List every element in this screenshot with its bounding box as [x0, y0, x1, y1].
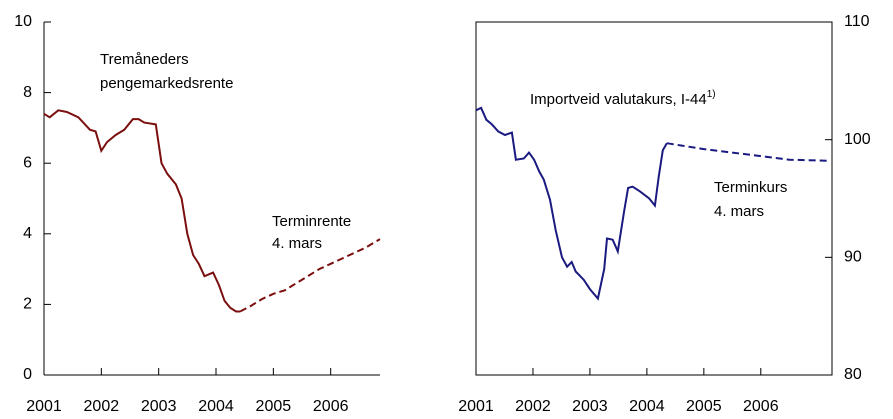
annotation-text: 4. mars: [714, 203, 764, 220]
y-tick-label: 80: [844, 366, 862, 383]
data-line: [43, 109, 241, 313]
data-line: [475, 106, 668, 301]
annotation-text: Terminrente: [272, 213, 351, 230]
y-tick-label: 100: [844, 131, 871, 148]
annotation: pengemarkedsrente: [100, 75, 233, 92]
x-tick-label: 2002: [515, 398, 551, 415]
y-tick-label: 110: [844, 13, 870, 30]
y-tick-label: 90: [844, 249, 862, 266]
y-tick-label: 0: [23, 366, 32, 383]
annotation: Terminrente: [272, 213, 351, 230]
x-tick-label: 2006: [743, 398, 779, 415]
y-tick-label: 2: [23, 296, 32, 313]
annotation-text: Tremåneders: [100, 51, 189, 68]
x-tick-label: 2005: [686, 398, 722, 415]
annotation: 4. mars: [272, 235, 322, 252]
annotation-text: pengemarkedsrente: [100, 75, 233, 92]
y-tick-label: 10: [14, 13, 32, 30]
annotation-text: Terminkurs: [714, 179, 787, 196]
annotation-text: 4. mars: [272, 235, 322, 252]
x-tick-label: 2001: [26, 398, 62, 415]
x-tick-label: 2003: [572, 398, 608, 415]
forecast-line: [239, 238, 381, 313]
x-tick-label: 2001: [458, 398, 494, 415]
y-tick-label: 4: [23, 225, 32, 242]
x-tick-label: 2003: [141, 398, 177, 415]
y-tick-label: 6: [23, 154, 32, 171]
x-tick-label: 2006: [313, 398, 349, 415]
forecast-line: [666, 142, 830, 162]
x-tick-label: 2004: [629, 398, 665, 415]
plot-frame: [475, 21, 833, 376]
annotation: Terminkurs: [714, 179, 787, 196]
y-tick-label: 8: [23, 84, 32, 101]
annotation-sup: 1): [707, 89, 716, 100]
annotation: 4. mars: [714, 203, 764, 220]
annotation: Tremåneders: [100, 51, 189, 68]
x-tick-label: 2005: [256, 398, 292, 415]
x-tick-label: 2004: [198, 398, 234, 415]
x-tick-label: 2002: [84, 398, 120, 415]
annotation: Importveid valutakurs, I-441): [530, 89, 716, 108]
annotation-text: Importveid valutakurs, I-44: [530, 91, 707, 108]
